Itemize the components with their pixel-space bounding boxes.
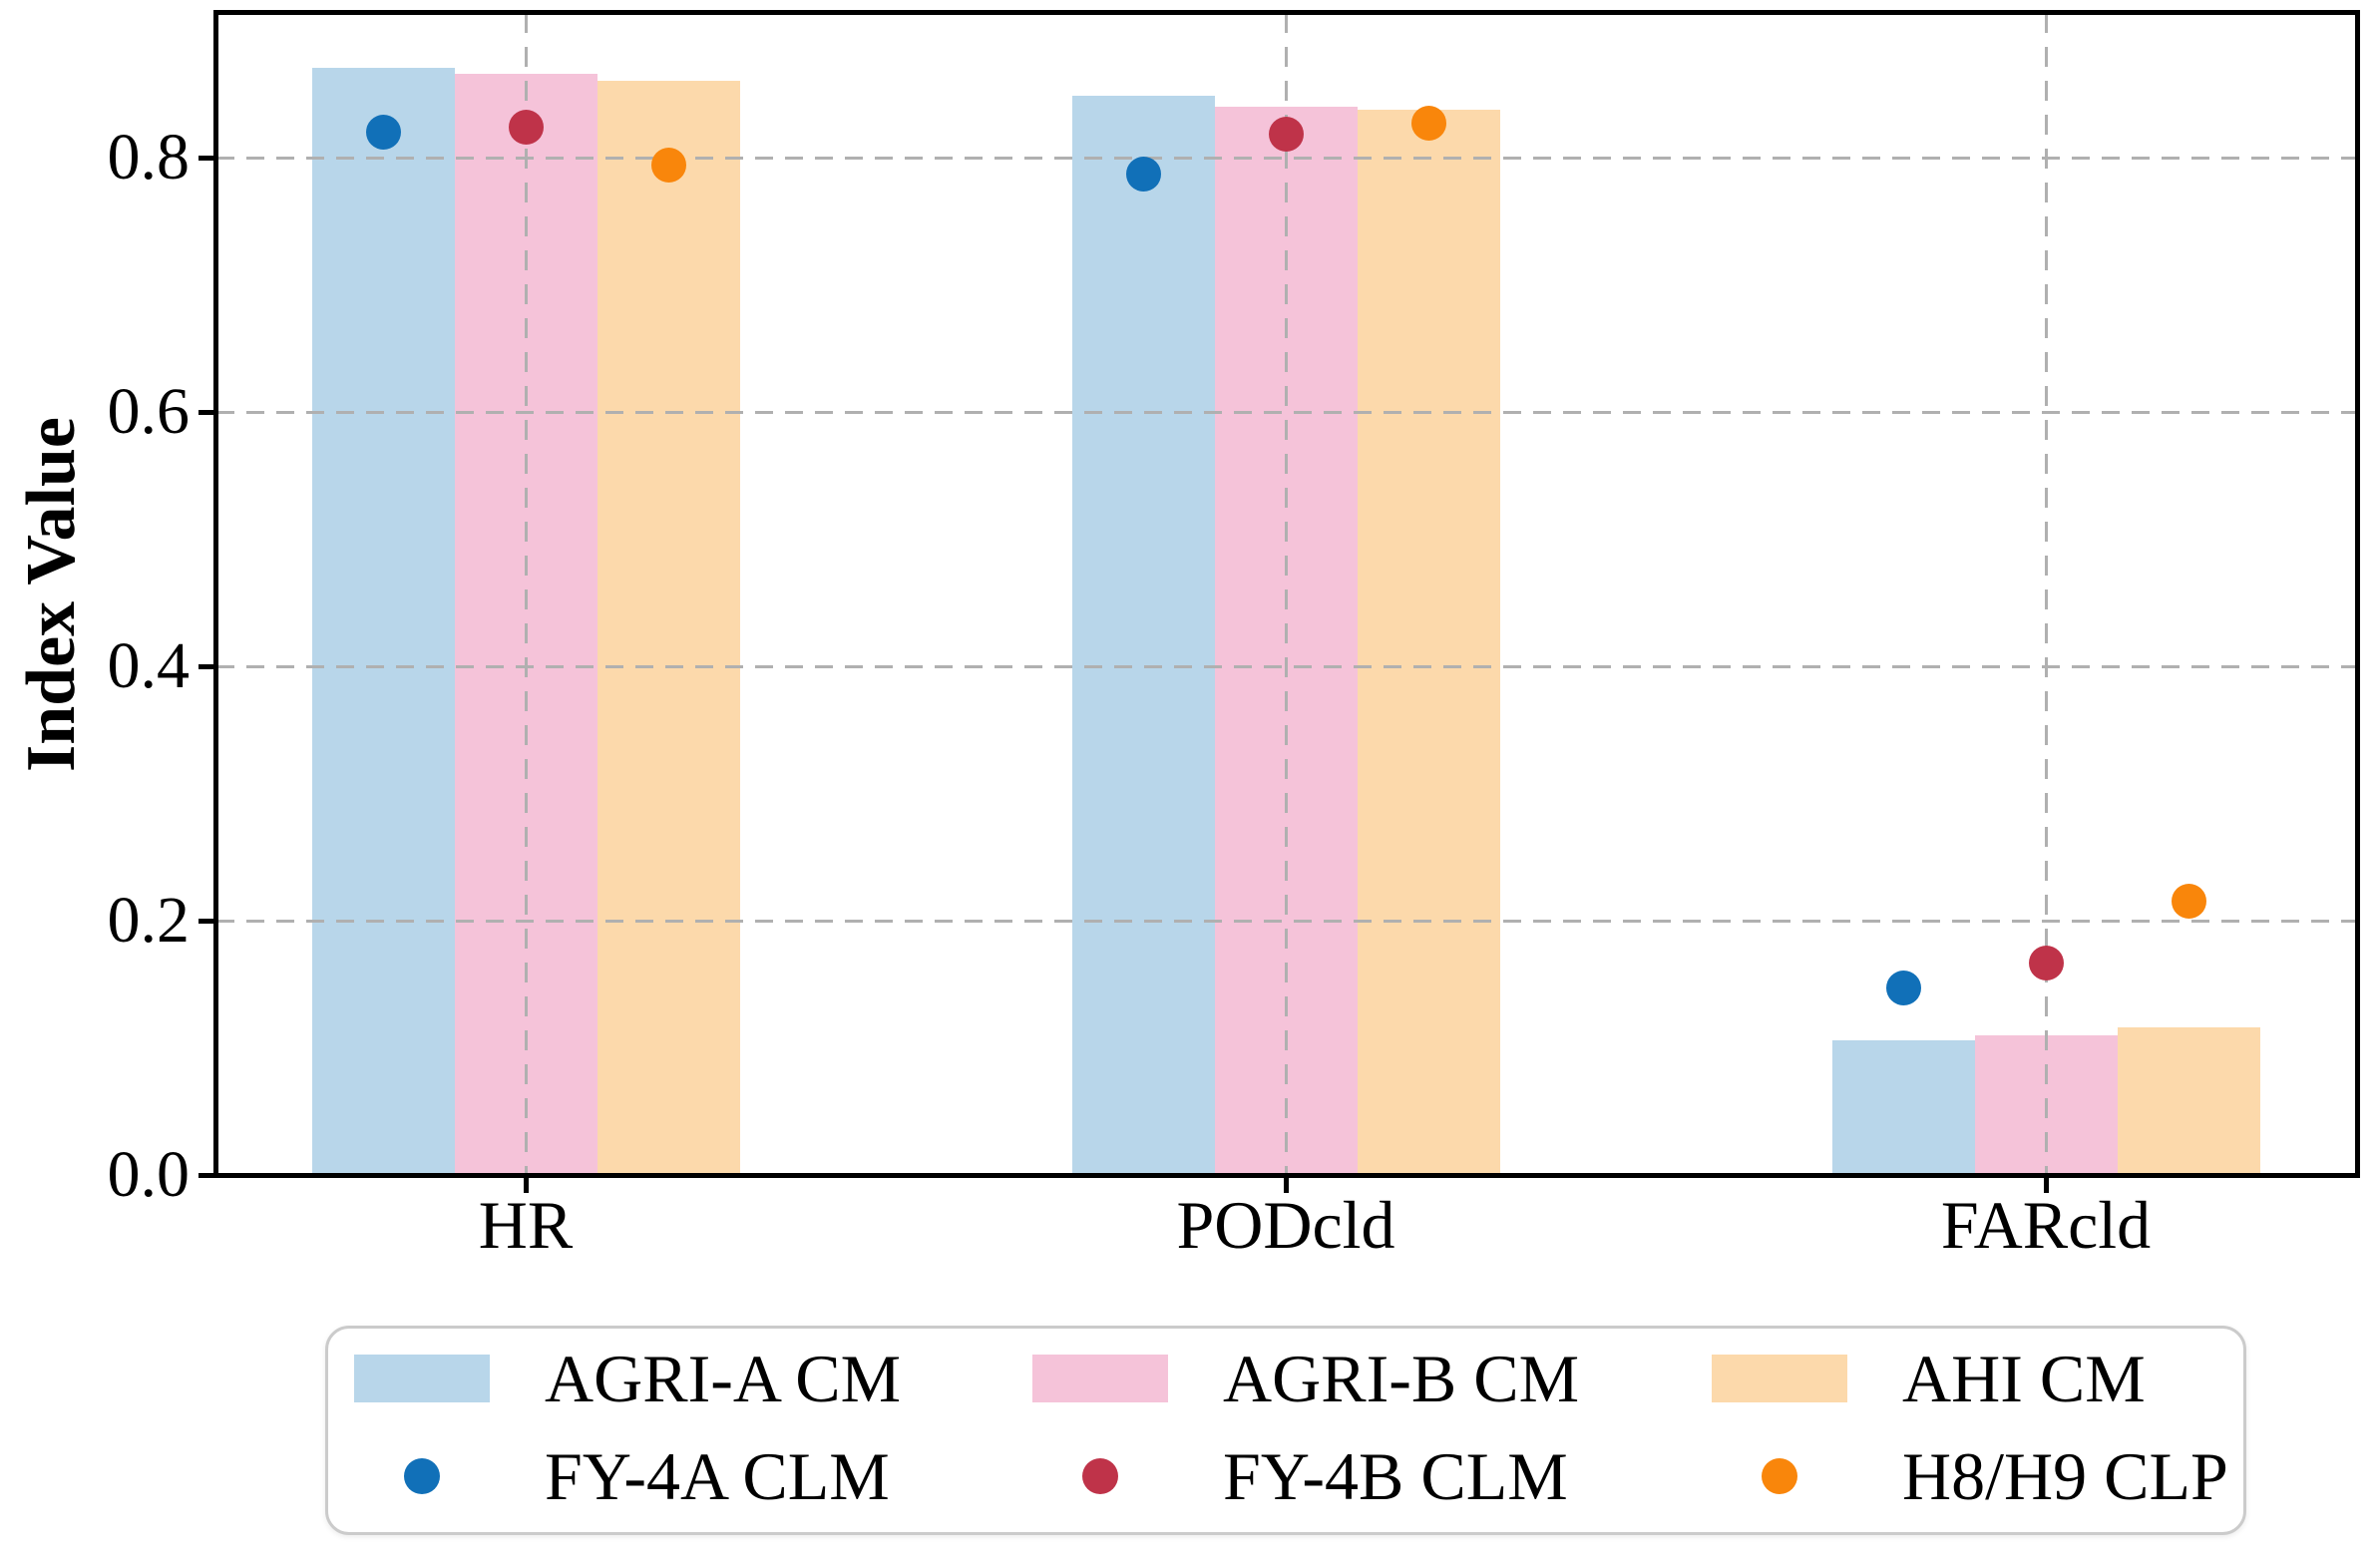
dot-fy-4b-clm-podcld bbox=[1268, 116, 1304, 152]
legend-swatch-agri-b-cm bbox=[1032, 1355, 1168, 1402]
bar-agri-a-cm-hr bbox=[311, 67, 455, 1175]
dot-fy-4a-clm-farcld bbox=[1885, 971, 1921, 1006]
y-tick-label-0.8: 0.8 bbox=[107, 121, 191, 195]
dot-h8-h9-clp-hr bbox=[650, 148, 686, 184]
legend-marker-wrap bbox=[354, 1458, 490, 1494]
legend: AGRI-A CM AGRI-B CM AHI CM FY-4A CLM FY-… bbox=[325, 1326, 2246, 1535]
legend-dot-h8-h9-clp bbox=[1762, 1458, 1797, 1494]
x-category-label-hr: HR bbox=[478, 1187, 574, 1263]
y-tick-0.8 bbox=[198, 155, 216, 161]
bar-ahi-cm-farcld bbox=[2117, 1027, 2260, 1175]
legend-item-agri-b-cm: AGRI-B CM bbox=[1032, 1345, 1579, 1412]
y-tick-0.6 bbox=[198, 409, 216, 415]
y-tick-label-0: 0.0 bbox=[107, 1138, 191, 1211]
gridline-x-farcld bbox=[2044, 13, 2048, 1175]
x-category-label-farcld: FARcld bbox=[1940, 1187, 2152, 1263]
legend-label: AHI CM bbox=[1902, 1341, 2146, 1416]
dot-h8-h9-clp-farcld bbox=[2171, 884, 2206, 920]
bar-ahi-cm-hr bbox=[596, 80, 740, 1175]
dot-fy-4b-clm-hr bbox=[508, 110, 544, 146]
legend-swatch-agri-a-cm bbox=[354, 1355, 490, 1402]
x-tick-farcld bbox=[2043, 1175, 2049, 1193]
legend-marker-wrap bbox=[1032, 1458, 1168, 1494]
legend-label: H8/H9 CLP bbox=[1902, 1438, 2228, 1514]
y-tick-label-0.2: 0.2 bbox=[107, 884, 191, 958]
legend-item-fy-4a-clm: FY-4A CLM bbox=[354, 1442, 890, 1510]
plot-area bbox=[213, 10, 2360, 1178]
legend-label: AGRI-B CM bbox=[1223, 1341, 1580, 1416]
legend-marker-wrap bbox=[1712, 1458, 1847, 1494]
legend-label: FY-4A CLM bbox=[545, 1438, 890, 1514]
gridline-x-podcld bbox=[1284, 13, 1288, 1175]
legend-item-ahi-cm: AHI CM bbox=[1712, 1345, 2146, 1412]
y-tick-label-0.6: 0.6 bbox=[107, 375, 191, 449]
legend-label: AGRI-A CM bbox=[545, 1341, 902, 1416]
dot-fy-4b-clm-farcld bbox=[2028, 945, 2064, 980]
dot-fy-4a-clm-podcld bbox=[1125, 157, 1161, 193]
legend-item-fy-4b-clm: FY-4B CLM bbox=[1032, 1442, 1568, 1510]
y-tick-label-0.4: 0.4 bbox=[107, 629, 191, 703]
legend-dot-fy-4b-clm bbox=[1082, 1458, 1118, 1494]
x-tick-podcld bbox=[1283, 1175, 1289, 1193]
y-axis-title: Index Value bbox=[13, 417, 90, 772]
gridline-x-hr bbox=[524, 13, 528, 1175]
y-tick-0 bbox=[198, 1172, 216, 1178]
dot-fy-4a-clm-hr bbox=[365, 115, 401, 151]
legend-item-h8-h9-clp: H8/H9 CLP bbox=[1712, 1442, 2228, 1510]
y-tick-0.2 bbox=[198, 918, 216, 924]
legend-label: FY-4B CLM bbox=[1223, 1438, 1568, 1514]
x-tick-hr bbox=[523, 1175, 529, 1193]
bar-agri-a-cm-podcld bbox=[1071, 95, 1215, 1175]
bar-ahi-cm-podcld bbox=[1357, 109, 1500, 1175]
legend-dot-fy-4a-clm bbox=[404, 1458, 440, 1494]
legend-item-agri-a-cm: AGRI-A CM bbox=[354, 1345, 901, 1412]
x-category-label-podcld: PODcld bbox=[1176, 1187, 1395, 1263]
bar-agri-a-cm-farcld bbox=[1831, 1039, 1975, 1175]
dot-h8-h9-clp-podcld bbox=[1410, 106, 1446, 142]
legend-swatch-ahi-cm bbox=[1712, 1355, 1847, 1402]
y-tick-0.4 bbox=[198, 663, 216, 669]
